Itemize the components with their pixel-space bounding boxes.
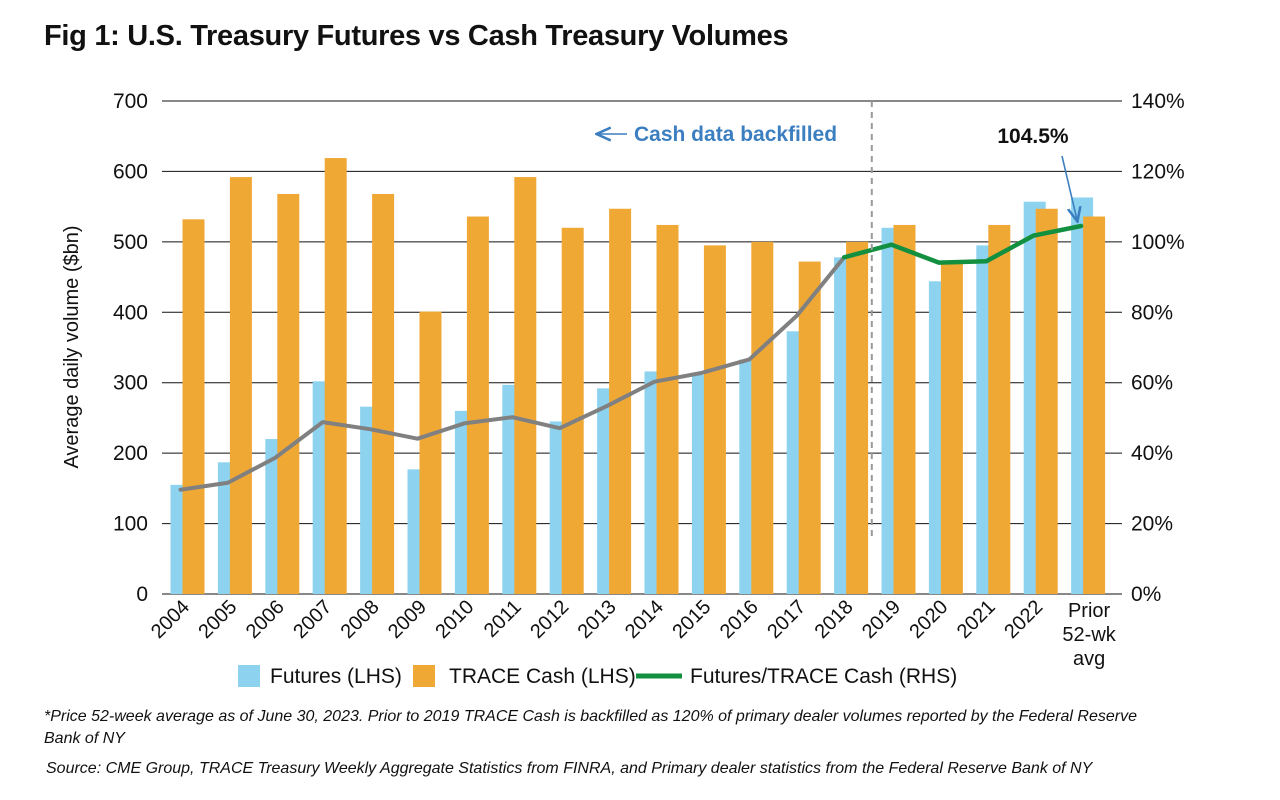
x-tick-label: 2006 xyxy=(242,596,289,643)
x-tick-label: 2022 xyxy=(1000,596,1047,643)
source-note: Source: CME Group, TRACE Treasury Weekly… xyxy=(46,760,1093,777)
y-tick-label-right: 80% xyxy=(1131,301,1173,324)
ratio-lines xyxy=(178,223,1084,492)
x-tick-label: 2017 xyxy=(763,596,810,643)
x-tick-label: 2012 xyxy=(526,596,573,643)
trace-cash-bar xyxy=(324,158,347,594)
x-tick-label-line: avg xyxy=(1073,648,1105,670)
y-tick-label-left: 200 xyxy=(113,442,148,465)
trace-cash-bar xyxy=(419,311,442,594)
trace-cash-bar xyxy=(1083,216,1106,594)
trace-cash-bar xyxy=(277,193,300,595)
y-axis-title: Average daily volume ($bn) xyxy=(61,225,83,468)
x-tick-label: 2007 xyxy=(289,596,336,643)
y-tick-label-right: 100% xyxy=(1131,231,1185,254)
trace-cash-bar xyxy=(561,227,584,594)
trace-cash-bar xyxy=(656,224,679,594)
y-tick-label-right: 20% xyxy=(1131,513,1173,536)
x-tick-label: 2015 xyxy=(668,596,715,643)
ratio-line-backfilled xyxy=(178,255,847,492)
legend-label-trace-cash: TRACE Cash (LHS) xyxy=(449,665,636,688)
annotations: Cash data backfilled 104.5% xyxy=(598,101,1077,540)
trace-cash-bar xyxy=(940,261,963,594)
trace-cash-bar xyxy=(988,224,1011,594)
trace-cash-bar xyxy=(798,261,821,594)
chart-title: Fig 1: U.S. Treasury Futures vs Cash Tre… xyxy=(44,20,789,52)
ratio-line-actual xyxy=(841,223,1084,265)
y-tick-label-right: 60% xyxy=(1131,372,1173,395)
x-tick-label-multiline: Prior 52-wk avg xyxy=(1062,600,1116,670)
legend: Futures (LHS) TRACE Cash (LHS) Futures/TRA… xyxy=(238,665,957,688)
x-tick-label: 2004 xyxy=(147,596,194,643)
x-tick-label: 2011 xyxy=(480,596,526,642)
legend-swatch-trace-cash xyxy=(413,665,435,687)
legend-label-futures: Futures (LHS) xyxy=(270,665,402,688)
y-tick-label-right: 120% xyxy=(1131,160,1185,183)
trace-cash-bar xyxy=(751,241,774,594)
trace-cash-bar xyxy=(1035,208,1058,594)
x-tick-label: 2009 xyxy=(384,596,431,643)
x-tick-label: 2014 xyxy=(621,596,668,643)
y-tick-label-left: 500 xyxy=(113,231,148,254)
backfill-annotation: Cash data backfilled xyxy=(634,123,837,146)
trace-cash-bar xyxy=(182,219,205,594)
y-tick-label-left: 0 xyxy=(136,583,148,606)
x-tick-label: 2021 xyxy=(953,596,1000,643)
x-tick-label: 2019 xyxy=(858,596,905,643)
trace-cash-bar xyxy=(514,177,537,594)
x-tick-label: 2013 xyxy=(574,596,621,643)
trace-cash-bar xyxy=(703,245,726,594)
y-tick-label-left: 300 xyxy=(113,372,148,395)
trace-cash-bar xyxy=(466,216,489,594)
x-tick-label: 2018 xyxy=(811,596,858,643)
x-tick-label: 2008 xyxy=(337,596,384,643)
y-tick-label-left: 400 xyxy=(113,301,148,324)
last-value-arrow xyxy=(1061,155,1077,220)
bars xyxy=(170,158,1106,595)
x-tick-label: 2010 xyxy=(431,596,478,643)
x-tick-label: 2020 xyxy=(905,596,952,643)
y-tick-label-left: 100 xyxy=(113,513,148,536)
x-tick-label: 2005 xyxy=(194,596,241,643)
legend-label-ratio: Futures/TRACE Cash (RHS) xyxy=(690,665,957,688)
y-tick-label-right: 140% xyxy=(1131,90,1185,113)
x-tick-label-line: 52-wk xyxy=(1062,624,1116,646)
x-tick-label-line: Prior xyxy=(1068,600,1111,622)
trace-cash-bar xyxy=(372,193,395,595)
trace-cash-bar xyxy=(846,241,869,594)
footnote: *Price 52-week average as of June 30, 20… xyxy=(44,708,1137,747)
trace-cash-bar xyxy=(229,177,252,594)
legend-swatch-futures xyxy=(238,665,260,687)
y-tick-label-left: 600 xyxy=(113,160,148,183)
last-value-label: 104.5% xyxy=(997,125,1069,148)
y-tick-label-left: 700 xyxy=(113,90,148,113)
y-tick-label-right: 40% xyxy=(1131,442,1173,465)
x-tick-label: 2016 xyxy=(716,596,763,643)
trace-cash-bar xyxy=(893,224,916,594)
y-tick-label-right: 0% xyxy=(1131,583,1161,606)
